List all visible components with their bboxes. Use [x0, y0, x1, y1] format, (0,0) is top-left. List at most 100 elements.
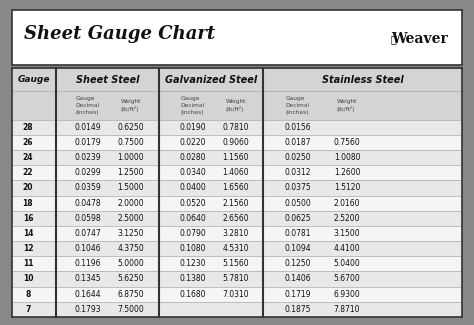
Text: 0.0156: 0.0156: [284, 123, 311, 132]
Text: 1.0080: 1.0080: [334, 153, 360, 162]
Text: 0.1719: 0.1719: [284, 290, 311, 299]
Text: 14: 14: [23, 229, 33, 238]
Text: Gauge
Decimal
(inches): Gauge Decimal (inches): [286, 96, 310, 114]
Bar: [12, 10, 462, 65]
Bar: [12, 256, 462, 271]
Bar: [12, 226, 462, 241]
Text: 0.0625: 0.0625: [284, 214, 311, 223]
Text: 0.0299: 0.0299: [74, 168, 101, 177]
Text: 5.0000: 5.0000: [118, 259, 144, 268]
Text: 0.0500: 0.0500: [284, 199, 311, 208]
Text: Gauge
Decimal
(inches): Gauge Decimal (inches): [76, 96, 100, 114]
Text: Stainless Steel: Stainless Steel: [322, 75, 403, 85]
Bar: [12, 180, 462, 196]
Text: 0.0250: 0.0250: [284, 153, 311, 162]
Bar: [12, 241, 462, 256]
Text: 7.0310: 7.0310: [222, 290, 249, 299]
Bar: [12, 302, 462, 317]
Text: 0.1250: 0.1250: [284, 259, 311, 268]
Text: 0.0375: 0.0375: [284, 184, 311, 192]
Text: 2.1560: 2.1560: [222, 199, 249, 208]
Text: 0.1345: 0.1345: [74, 274, 101, 283]
Text: 0.1196: 0.1196: [74, 259, 101, 268]
Text: 0.0179: 0.0179: [74, 138, 101, 147]
Text: Sheet Gauge Chart: Sheet Gauge Chart: [24, 25, 215, 43]
Text: 18: 18: [23, 199, 33, 208]
Text: 0.0190: 0.0190: [179, 123, 206, 132]
Text: 11: 11: [23, 259, 33, 268]
Text: 2.5000: 2.5000: [118, 214, 144, 223]
Text: 0.1644: 0.1644: [74, 290, 101, 299]
Text: 1.5120: 1.5120: [334, 184, 360, 192]
Text: 0.1680: 0.1680: [179, 290, 206, 299]
Text: 5.0400: 5.0400: [334, 259, 360, 268]
Text: 1.5000: 1.5000: [118, 184, 144, 192]
Text: 0.0220: 0.0220: [179, 138, 206, 147]
Text: 2.5200: 2.5200: [334, 214, 360, 223]
Text: Weaver: Weaver: [391, 32, 448, 46]
Text: 0.1230: 0.1230: [179, 259, 206, 268]
Text: 🚛: 🚛: [391, 34, 396, 44]
Text: 0.7810: 0.7810: [222, 123, 249, 132]
Text: 7: 7: [25, 305, 31, 314]
Text: 26: 26: [23, 138, 33, 147]
Text: 0.0747: 0.0747: [74, 229, 101, 238]
Text: 0.0359: 0.0359: [74, 184, 101, 192]
Text: 0.1793: 0.1793: [74, 305, 101, 314]
Text: 4.3750: 4.3750: [118, 244, 144, 253]
Text: Gauge: Gauge: [18, 75, 50, 84]
Bar: [12, 120, 462, 135]
Text: 0.1406: 0.1406: [284, 274, 311, 283]
Bar: [12, 211, 462, 226]
Text: 2.0000: 2.0000: [118, 199, 144, 208]
Text: 1.1560: 1.1560: [222, 153, 249, 162]
Text: 0.0520: 0.0520: [179, 199, 206, 208]
Bar: [12, 196, 462, 211]
Bar: [12, 91, 462, 120]
Text: 3.1500: 3.1500: [334, 229, 360, 238]
Text: 0.6250: 0.6250: [118, 123, 144, 132]
Text: 16: 16: [23, 214, 33, 223]
Text: 0.7560: 0.7560: [334, 138, 360, 147]
Text: 0.0640: 0.0640: [179, 214, 206, 223]
Text: 0.0149: 0.0149: [74, 123, 101, 132]
Bar: [12, 287, 462, 302]
Bar: [12, 68, 462, 91]
Text: 0.1080: 0.1080: [179, 244, 206, 253]
Text: 0.9060: 0.9060: [222, 138, 249, 147]
Text: 4.5310: 4.5310: [222, 244, 249, 253]
Text: 0.0781: 0.0781: [284, 229, 311, 238]
Text: 6.9300: 6.9300: [334, 290, 360, 299]
Text: 3.2810: 3.2810: [222, 229, 249, 238]
Text: 0.7500: 0.7500: [118, 138, 144, 147]
Bar: [12, 135, 462, 150]
Text: Weight
(lb/ft²): Weight (lb/ft²): [226, 99, 246, 112]
Text: 5.6250: 5.6250: [118, 274, 144, 283]
Text: Weight
(lb/ft²): Weight (lb/ft²): [121, 99, 141, 112]
Text: 24: 24: [23, 153, 33, 162]
Text: 0.0280: 0.0280: [179, 153, 206, 162]
Text: 7.5000: 7.5000: [118, 305, 144, 314]
Text: 2.6560: 2.6560: [222, 214, 249, 223]
Text: 7.8710: 7.8710: [334, 305, 360, 314]
Text: 20: 20: [23, 184, 33, 192]
Text: 12: 12: [23, 244, 33, 253]
Text: 4.4100: 4.4100: [334, 244, 360, 253]
Text: 0.0400: 0.0400: [179, 184, 206, 192]
Text: 5.7810: 5.7810: [222, 274, 249, 283]
Text: 5.6700: 5.6700: [334, 274, 360, 283]
Text: 0.0187: 0.0187: [284, 138, 311, 147]
Text: 0.1875: 0.1875: [284, 305, 311, 314]
Bar: [12, 271, 462, 287]
Bar: [12, 150, 462, 165]
Text: 3.1250: 3.1250: [118, 229, 144, 238]
Text: 10: 10: [23, 274, 33, 283]
Text: 1.0000: 1.0000: [118, 153, 144, 162]
Text: 0.1380: 0.1380: [179, 274, 206, 283]
Bar: [12, 165, 462, 180]
Text: 0.0340: 0.0340: [179, 168, 206, 177]
Text: 22: 22: [23, 168, 33, 177]
Text: 0.0312: 0.0312: [284, 168, 311, 177]
Text: 0.1046: 0.1046: [74, 244, 101, 253]
Text: 1.2600: 1.2600: [334, 168, 360, 177]
